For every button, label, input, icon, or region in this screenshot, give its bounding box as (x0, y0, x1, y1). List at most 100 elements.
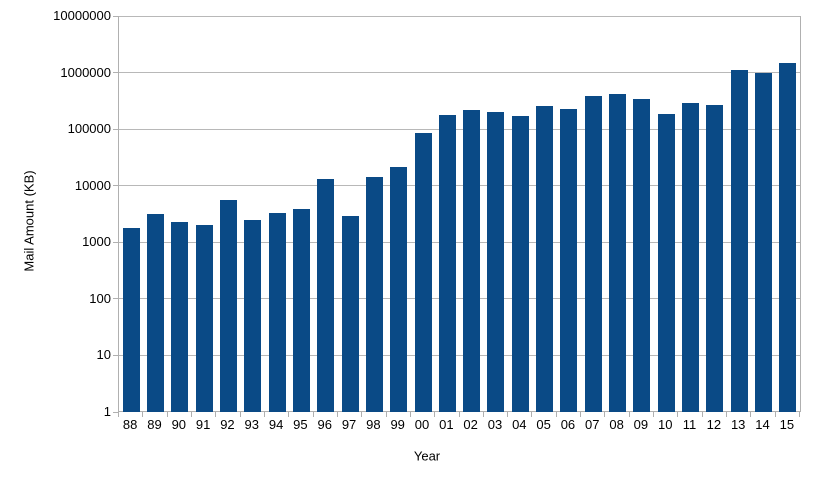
x-axis-tick-label: 99 (390, 417, 405, 432)
bar-99 (390, 167, 408, 412)
bar-93 (244, 220, 262, 412)
x-axis-tick-label: 14 (755, 417, 770, 432)
x-axis-tick (483, 412, 484, 417)
y-axis-tick (113, 412, 118, 413)
y-axis-tick-label: 1 (103, 404, 111, 419)
bar-01 (438, 115, 456, 412)
x-axis-tick (531, 412, 532, 417)
x-axis-tick (750, 412, 751, 417)
bar-02 (463, 110, 481, 412)
x-axis-tick (410, 412, 411, 417)
x-axis-tick-label: 09 (633, 417, 649, 432)
x-axis-tick (556, 412, 557, 417)
gridline (119, 16, 800, 17)
plot-area (118, 16, 801, 412)
bar-03 (487, 112, 505, 412)
x-axis-tick-label: 88 (122, 417, 138, 432)
x-axis-tick (191, 412, 192, 417)
x-axis-tick (580, 412, 581, 417)
y-axis-tick-label: 10000 (74, 178, 111, 193)
x-axis-tick-label: 97 (341, 417, 357, 432)
x-axis-tick-label: 10 (657, 417, 673, 432)
bar-00 (414, 133, 432, 412)
gridline (119, 355, 800, 356)
x-axis-tick-label: 11 (682, 417, 697, 432)
x-axis-tick (434, 412, 435, 417)
y-axis-tick (113, 72, 118, 73)
bar-15 (779, 63, 797, 412)
bar-14 (755, 73, 773, 412)
bar-91 (195, 225, 213, 412)
x-axis-tick (459, 412, 460, 417)
x-axis-tick-label: 92 (220, 417, 235, 432)
gridline (119, 72, 800, 73)
bar-04 (511, 116, 529, 412)
x-axis-tick (629, 412, 630, 417)
x-axis-tick-label: 15 (779, 417, 795, 432)
x-axis-tick (726, 412, 727, 417)
bar-12 (706, 105, 724, 412)
bar-98 (365, 177, 383, 412)
x-axis-tick (264, 412, 265, 417)
x-axis-tick-label: 96 (317, 417, 332, 432)
x-axis-tick-label: 01 (439, 417, 454, 432)
x-axis-tick-label: 90 (171, 417, 187, 432)
x-axis-tick-label: 04 (512, 417, 527, 432)
x-axis-tick (240, 412, 241, 417)
bar-95 (292, 209, 310, 412)
bar-05 (536, 106, 554, 412)
y-axis-tick (113, 298, 118, 299)
y-axis-tick (113, 16, 118, 17)
bar-92 (219, 200, 237, 412)
x-axis-tick (677, 412, 678, 417)
x-axis-tick (604, 412, 605, 417)
gridline (119, 185, 800, 186)
bar-10 (657, 114, 675, 412)
x-axis-tick (775, 412, 776, 417)
x-axis-tick (702, 412, 703, 417)
bar-06 (560, 109, 578, 412)
bar-11 (682, 103, 700, 412)
bar-96 (317, 179, 335, 412)
bar-09 (633, 99, 651, 412)
bar-90 (171, 222, 189, 412)
bar-94 (268, 213, 286, 412)
x-axis-tick-label: 06 (560, 417, 576, 432)
x-axis-tick (507, 412, 508, 417)
y-axis-tick-label: 1000 (82, 234, 111, 249)
x-axis-tick (653, 412, 654, 417)
x-axis-tick-label: 03 (487, 417, 503, 432)
y-axis-tick (113, 185, 118, 186)
y-axis-tick (113, 242, 118, 243)
y-axis-tick-label: 100 (89, 291, 111, 306)
x-axis-tick-label: 13 (730, 417, 746, 432)
x-axis-tick-label: 95 (293, 417, 308, 432)
x-axis-tick-label: 91 (195, 417, 211, 432)
x-axis-tick-label: 05 (536, 417, 551, 432)
x-axis-tick-label: 08 (609, 417, 624, 432)
bar-07 (584, 96, 602, 412)
x-axis-tick (313, 412, 314, 417)
y-axis-tick (113, 355, 118, 356)
x-axis-tick-label: 94 (268, 417, 284, 432)
x-axis-tick (337, 412, 338, 417)
x-axis-tick-label: 89 (147, 417, 162, 432)
x-axis-tick-label: 93 (244, 417, 259, 432)
x-axis-tick (167, 412, 168, 417)
gridline (119, 129, 800, 130)
gridline (119, 242, 800, 243)
x-axis-tick-label: 98 (366, 417, 381, 432)
gridline (119, 298, 800, 299)
x-axis-tick (288, 412, 289, 417)
y-axis-tick-label: 10 (96, 347, 111, 362)
x-axis-tick (118, 412, 119, 417)
x-axis-tick (386, 412, 387, 417)
y-axis-tick (113, 129, 118, 130)
x-axis-tick (799, 412, 800, 417)
x-axis-tick (215, 412, 216, 417)
x-axis-tick-label: 12 (706, 417, 722, 432)
x-axis-tick-label: 00 (414, 417, 430, 432)
bar-89 (146, 214, 164, 412)
bar-97 (341, 216, 359, 412)
